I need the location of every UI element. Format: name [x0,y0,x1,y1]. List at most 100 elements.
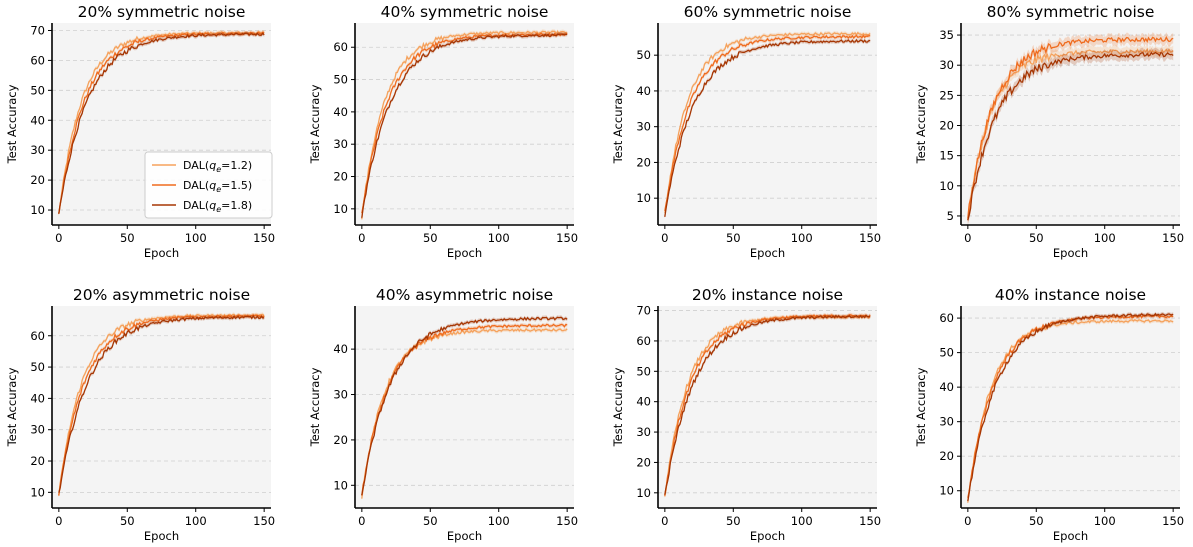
x-tick-label: 150 [253,231,275,245]
legend-entry-subscript: e [216,205,221,214]
subplot-title: 20% symmetric noise [78,3,246,21]
y-tick-label: 30 [30,143,45,157]
legend-box [144,151,273,219]
y-tick-label: 40 [636,84,651,98]
series-line-3 [361,33,568,218]
y-tick-label: 20 [636,155,651,169]
y-tick-label: 20 [333,170,348,184]
x-tick-label: 50 [120,514,135,528]
x-axis-label: Epoch [447,529,482,543]
x-tick-label: 100 [791,514,813,528]
y-tick-label: 30 [30,423,45,437]
series-line-1 [664,314,871,497]
x-tick-label: 0 [661,514,668,528]
y-tick-label: 30 [636,425,651,439]
x-tick-label: 50 [1029,231,1044,245]
y-tick-label: 20 [30,173,45,187]
series-line-1 [967,47,1174,221]
y-tick-label: 20 [30,454,45,468]
y-tick-label: 40 [30,391,45,405]
y-axis-label: Test Accuracy [5,84,19,164]
y-tick-label: 10 [636,486,651,500]
y-tick-label: 25 [939,88,954,102]
y-tick-label: 60 [636,334,651,348]
series-line-3 [664,314,871,495]
y-tick-label: 70 [636,304,651,318]
y-tick-label: 35 [939,28,954,42]
legend-entry-value: =1.2) [221,159,252,172]
y-tick-label: 30 [333,137,348,151]
subplot-2: 10 20 30 40 50 60 0 50 100 150 40% symmetric noise… [308,3,578,260]
x-tick-label: 50 [1029,514,1044,528]
subplot-8: 10 20 30 40 50 60 0 50 100 150 40% instance noise E… [914,286,1184,543]
x-tick-label: 150 [253,514,275,528]
x-tick-label: 100 [1094,514,1116,528]
legend-entry-subscript: e [216,165,221,174]
y-axis-label: Test Accuracy [914,367,928,447]
y-tick-label: 30 [333,388,348,402]
series-line-2 [664,34,871,212]
series-line-3 [967,312,1174,502]
y-tick-label: 10 [30,485,45,499]
legend-entry-3: DAL(qe=1.8) [183,199,252,214]
y-tick-label: 60 [939,311,954,325]
y-tick-label: 50 [30,83,45,97]
subplot-4: 5 10 15 20 25 30 35 0 50 100 150 80% symmetric nois… [914,3,1184,260]
subplot-7: 10 20 30 40 50 60 70 0 50 100 150 20% instance nois… [611,286,881,543]
x-tick-label: 100 [185,514,207,528]
y-tick-label: 30 [939,415,954,429]
subplot-1: 10 20 30 40 50 60 70 0 50 100 150 20% symmetric noi… [5,3,275,260]
x-axis-label: Epoch [447,246,482,260]
y-axis-label: Test Accuracy [308,367,322,447]
y-tick-label: 15 [939,149,954,163]
legend-entry-symbol: q [209,159,216,172]
subplot-6: 10 20 30 40 0 50 100 150 40% asymmetric noise Epo… [308,286,578,543]
series-line-2 [967,35,1174,219]
y-tick-label: 40 [30,113,45,127]
y-tick-label: 20 [939,449,954,463]
y-tick-label: 10 [636,191,651,205]
y-axis-label: Test Accuracy [5,367,19,447]
series-line-1 [361,30,568,220]
y-axis-label: Test Accuracy [914,84,928,164]
series-line-2 [361,323,568,496]
legend-entry-subscript: e [216,185,221,194]
subplot-5: 10 20 30 40 50 60 0 50 100 150 20% asymmetric nois… [5,286,275,543]
y-tick-label: 50 [636,364,651,378]
plot-background [658,306,877,508]
subplot-3: 10 20 30 40 50 0 50 100 150 60% symmetric noise Ep… [611,3,881,260]
x-tick-label: 150 [556,231,578,245]
x-axis-label: Epoch [144,529,179,543]
x-axis-label: Epoch [750,246,785,260]
y-tick-label: 20 [333,433,348,447]
y-axis-label: Test Accuracy [611,84,625,164]
series-line-1 [967,319,1174,503]
y-tick-label: 40 [939,380,954,394]
y-tick-label: 20 [636,455,651,469]
y-tick-label: 60 [333,40,348,54]
subplot-title: 40% asymmetric noise [376,286,553,304]
plot-background [52,306,271,508]
subplot-title: 80% symmetric noise [987,3,1155,21]
x-tick-label: 0 [661,231,668,245]
y-tick-label: 50 [30,360,45,374]
x-tick-label: 150 [1162,231,1184,245]
series-line-3 [967,51,1174,221]
y-tick-label: 50 [939,346,954,360]
series-line-2 [967,314,1174,498]
y-tick-label: 40 [636,395,651,409]
y-tick-label: 50 [636,48,651,62]
x-tick-label: 100 [185,231,207,245]
y-axis-label: Test Accuracy [611,367,625,447]
legend-entry-symbol: q [209,199,216,212]
legend-entry-prefix: DAL( [183,159,209,172]
x-tick-label: 0 [358,514,365,528]
series-line-1 [664,31,871,214]
x-tick-label: 150 [859,231,881,245]
subplot-title: 20% instance noise [692,286,843,304]
x-tick-label: 150 [1162,514,1184,528]
y-axis-label: Test Accuracy [308,84,322,164]
x-tick-label: 100 [791,231,813,245]
y-tick-label: 30 [636,120,651,134]
